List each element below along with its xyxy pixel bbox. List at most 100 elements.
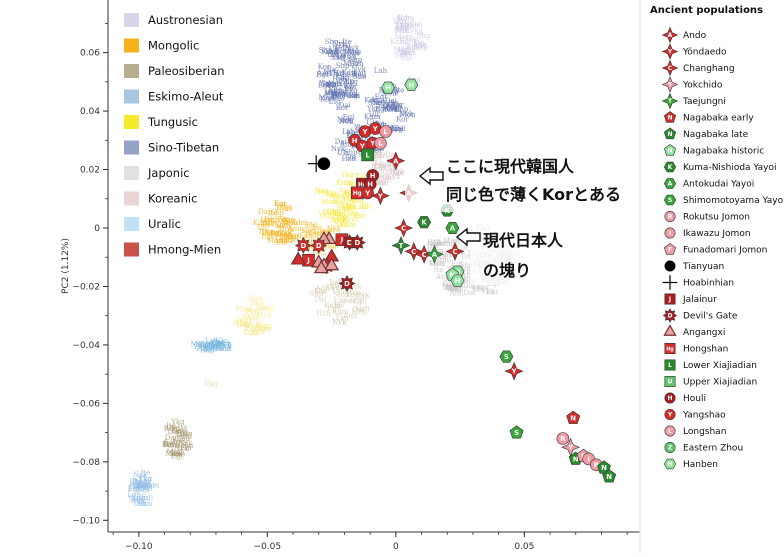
modern-sample-mark: Ami <box>255 304 271 312</box>
modern-sample-mark: Mon <box>400 111 416 119</box>
modern-sample-mark: Egi <box>471 283 484 291</box>
modern-sample-mark: Ite <box>399 49 409 57</box>
x-tick-label: −0.05 <box>254 542 282 552</box>
ancient-legend-marker: Hg <box>664 343 676 354</box>
modern-sample-mark: She <box>371 178 384 186</box>
ancient-legend-label: Yöndaedo <box>682 48 727 58</box>
modern-sample-mark: Ami <box>326 80 342 88</box>
modern-sample-mark: Ite <box>259 228 269 236</box>
modern-sample-mark: Kdm <box>399 37 416 45</box>
modern-sample-mark: Shp <box>388 169 402 177</box>
modern-sample-mark: Kdm <box>383 99 400 107</box>
modern-sample-mark: Shp <box>336 74 350 82</box>
modern-sample-mark: Ite <box>342 38 352 46</box>
ancient-sample-point <box>307 155 325 173</box>
modern-sample-mark: Ami <box>399 49 415 57</box>
modern-sample-mark: She <box>232 320 245 328</box>
modern-sample-mark: Ykg <box>303 231 318 239</box>
modern-sample-mark: Shp <box>395 25 409 33</box>
ancient-sample-point: C <box>394 218 414 238</box>
legend-swatch <box>124 115 139 129</box>
modern-sample-mark: Shp <box>315 230 329 238</box>
modern-sample-mark: Hzh <box>346 289 361 297</box>
marker-letter: N <box>667 131 672 138</box>
modern-sample-mark: Ykg <box>340 171 355 179</box>
legend-group-item: Eskimo-Aleut <box>124 89 224 104</box>
modern-sample-mark: Hzh <box>322 209 337 217</box>
modern-sample-mark: Ulc <box>215 337 227 345</box>
ancient-legend-marker: Y <box>661 43 679 60</box>
y-tick-label: −0.08 <box>72 458 100 468</box>
modern-sample-mark: Kdm <box>386 101 403 109</box>
ancient-sample-point: H <box>404 78 419 91</box>
modern-sample-mark: Ite <box>389 164 399 172</box>
modern-sample-mark: Kdm <box>332 308 349 316</box>
modern-sample-mark: Dai <box>270 229 283 237</box>
modern-sample-mark: Shp <box>173 427 187 435</box>
modern-sample-mark: Hzh <box>322 81 337 89</box>
marker-letter: N <box>601 464 607 472</box>
ancient-legend-item: K Kuma-Nishioda Yayoi <box>663 161 777 173</box>
modern-sample-mark: Ami <box>287 225 303 233</box>
modern-sample-mark: Mon <box>343 60 359 68</box>
ancient-legend-item: C Changhang <box>661 59 735 77</box>
marker-letter: C <box>411 248 416 256</box>
ancient-legend-item: Z Eastern Zhou <box>664 442 743 454</box>
legend-swatch <box>124 140 139 155</box>
ancient-sample-point: Hg <box>350 186 364 200</box>
modern-sample-mark: Egi <box>334 210 347 218</box>
ancient-legend-item: F Funadomari Jomon <box>663 243 767 256</box>
modern-sample-mark: Ykg <box>332 88 347 96</box>
language-group-legend: Austronesian Mongolic Paleosiberian Eskimo-… <box>118 2 250 264</box>
modern-sample-mark: Ulc <box>202 341 214 349</box>
modern-sample-mark: Mon <box>235 305 251 313</box>
modern-sample-mark: She <box>274 221 287 229</box>
modern-sample-mark: Hzh <box>427 239 442 247</box>
ancient-legend-item: Y Yöndaedo <box>661 43 727 60</box>
modern-sample-mark: Ulc <box>175 440 187 448</box>
modern-sample-mark: Kdm <box>324 302 341 310</box>
modern-sample-mark: Shp <box>344 149 358 157</box>
ancient-legend-marker: T <box>661 92 679 110</box>
modern-sample-mark: Ite <box>347 203 357 211</box>
modern-sample-mark: Ami <box>344 210 360 218</box>
ancient-legend-label: Taejungni <box>682 97 726 107</box>
modern-sample-mark: Ite <box>434 266 444 274</box>
modern-sample-mark: Mon <box>375 160 391 168</box>
modern-sample-mark: Nvk <box>134 478 149 486</box>
modern-sample-mark: Mon <box>318 94 334 102</box>
modern-sample-mark: Kdm <box>336 179 353 187</box>
modern-sample-mark: Shp <box>340 202 354 210</box>
marker-letter: Y <box>377 192 384 200</box>
legend-group-label: Tungusic <box>147 115 198 129</box>
modern-sample-mark: Shp <box>417 32 431 40</box>
modern-sample-mark: Shp <box>347 180 361 188</box>
legend-group-label: Mongolic <box>148 39 199 53</box>
ancient-legend-item: A Ando <box>661 26 707 44</box>
modern-sample-mark: Dai <box>447 285 460 293</box>
modern-sample-mark: Shp <box>310 290 324 298</box>
modern-sample-mark: She <box>271 230 284 238</box>
modern-sample-mark: Lah <box>450 285 464 293</box>
modern-sample-mark: Ykg <box>480 288 495 296</box>
modern-sample-mark: Kor <box>133 483 146 491</box>
modern-sample-mark: Ami <box>205 342 221 350</box>
modern-sample-mark: Lah <box>326 191 340 199</box>
modern-sample-mark: Egi <box>375 106 388 114</box>
marker-letter: D <box>668 313 673 320</box>
modern-sample-mark: Hzh <box>342 155 357 163</box>
legend-swatch <box>124 38 139 53</box>
modern-sample-mark: Dai <box>165 434 178 442</box>
modern-sample-mark: Ulc <box>415 42 427 50</box>
marker-letter: A <box>393 157 399 165</box>
modern-sample-mark: Ite <box>344 85 354 93</box>
modern-sample-mark: Nvk <box>402 49 417 57</box>
modern-sample-mark: Kor <box>396 115 409 123</box>
y-tick-label: −0.02 <box>72 282 100 292</box>
legend-group-label: Uralic <box>148 217 181 231</box>
ancient-sample-point: L <box>361 148 374 162</box>
modern-sample-mark: Ami <box>389 125 405 133</box>
